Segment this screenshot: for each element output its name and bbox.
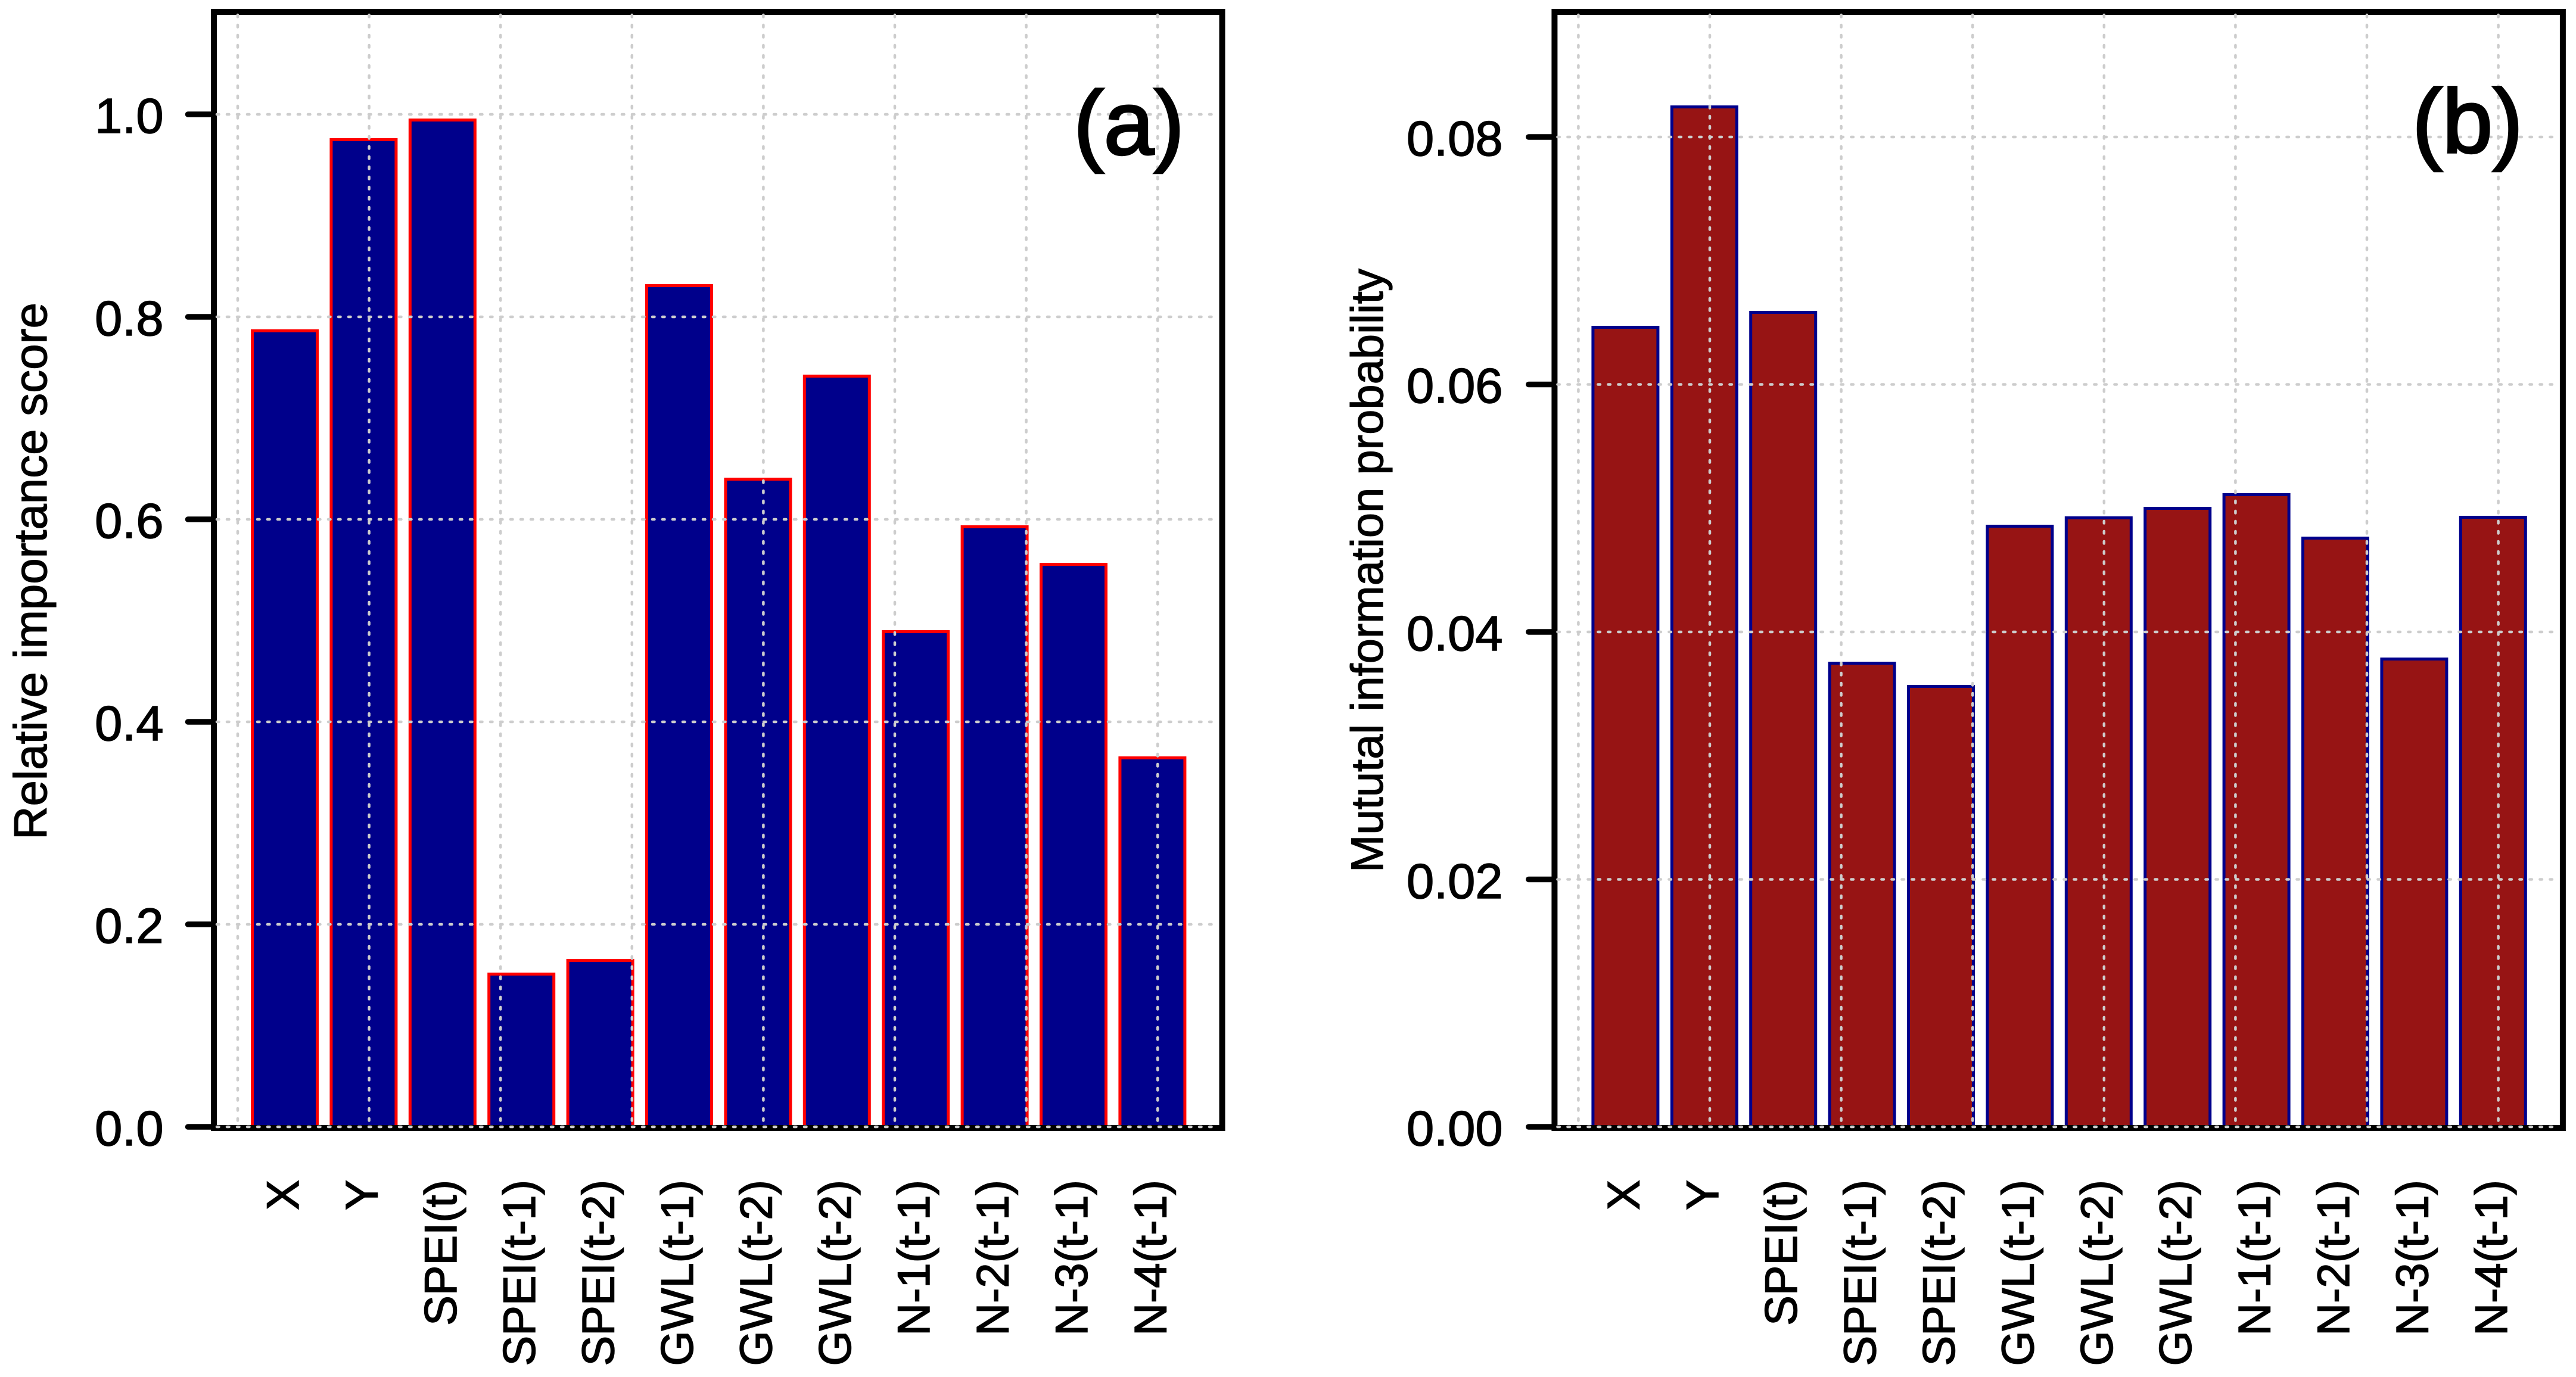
svg-text:GWL(t-2): GWL(t-2) xyxy=(2072,1180,2123,1366)
svg-text:0.0: 0.0 xyxy=(95,1101,163,1156)
svg-text:Y: Y xyxy=(337,1180,387,1210)
svg-text:0.8: 0.8 xyxy=(95,291,163,346)
svg-text:N-3(t-1): N-3(t-1) xyxy=(1047,1180,1097,1336)
svg-text:N-4(t-1): N-4(t-1) xyxy=(1125,1180,1176,1336)
svg-text:0.06: 0.06 xyxy=(1407,358,1503,413)
svg-text:(b): (b) xyxy=(2412,71,2523,172)
svg-text:X: X xyxy=(258,1180,309,1210)
svg-text:GWL(t-1): GWL(t-1) xyxy=(652,1180,703,1366)
svg-text:SPEI(t-2): SPEI(t-2) xyxy=(1914,1180,1965,1366)
svg-text:GWL(t-1): GWL(t-1) xyxy=(1993,1180,2043,1366)
svg-text:0.2: 0.2 xyxy=(95,898,163,954)
svg-text:Mututal information probabilit: Mututal information probability xyxy=(1342,269,1393,873)
svg-text:(a): (a) xyxy=(1074,73,1184,174)
svg-text:N-2(t-1): N-2(t-1) xyxy=(2309,1180,2359,1336)
svg-text:SPEI(t-1): SPEI(t-1) xyxy=(494,1180,545,1366)
svg-text:SPEI(t): SPEI(t) xyxy=(1756,1180,1807,1326)
svg-text:SPEI(t-1): SPEI(t-1) xyxy=(1835,1180,1886,1366)
svg-text:Y: Y xyxy=(1678,1180,1728,1210)
svg-text:N-3(t-1): N-3(t-1) xyxy=(2387,1180,2438,1336)
svg-text:GWL(t-2): GWL(t-2) xyxy=(731,1180,782,1366)
svg-text:X: X xyxy=(1598,1180,1649,1210)
svg-text:N-1(t-1): N-1(t-1) xyxy=(2230,1180,2281,1336)
svg-text:0.08: 0.08 xyxy=(1407,111,1503,166)
svg-text:0.6: 0.6 xyxy=(95,493,163,549)
svg-text:SPEI(t): SPEI(t) xyxy=(416,1180,466,1326)
svg-text:Relative importance score: Relative importance score xyxy=(4,303,57,840)
svg-text:0.02: 0.02 xyxy=(1407,853,1503,909)
svg-text:1.0: 1.0 xyxy=(95,88,163,144)
svg-text:N-2(t-1): N-2(t-1) xyxy=(968,1180,1019,1336)
svg-text:GWL(t-2): GWL(t-2) xyxy=(810,1180,861,1366)
svg-text:0.00: 0.00 xyxy=(1407,1101,1503,1156)
svg-text:N-4(t-1): N-4(t-1) xyxy=(2466,1180,2517,1336)
svg-text:GWL(t-2): GWL(t-2) xyxy=(2151,1180,2201,1366)
svg-text:0.4: 0.4 xyxy=(95,696,163,751)
svg-text:SPEI(t-2): SPEI(t-2) xyxy=(574,1180,624,1366)
svg-text:0.04: 0.04 xyxy=(1407,606,1503,661)
svg-text:N-1(t-1): N-1(t-1) xyxy=(889,1180,939,1336)
